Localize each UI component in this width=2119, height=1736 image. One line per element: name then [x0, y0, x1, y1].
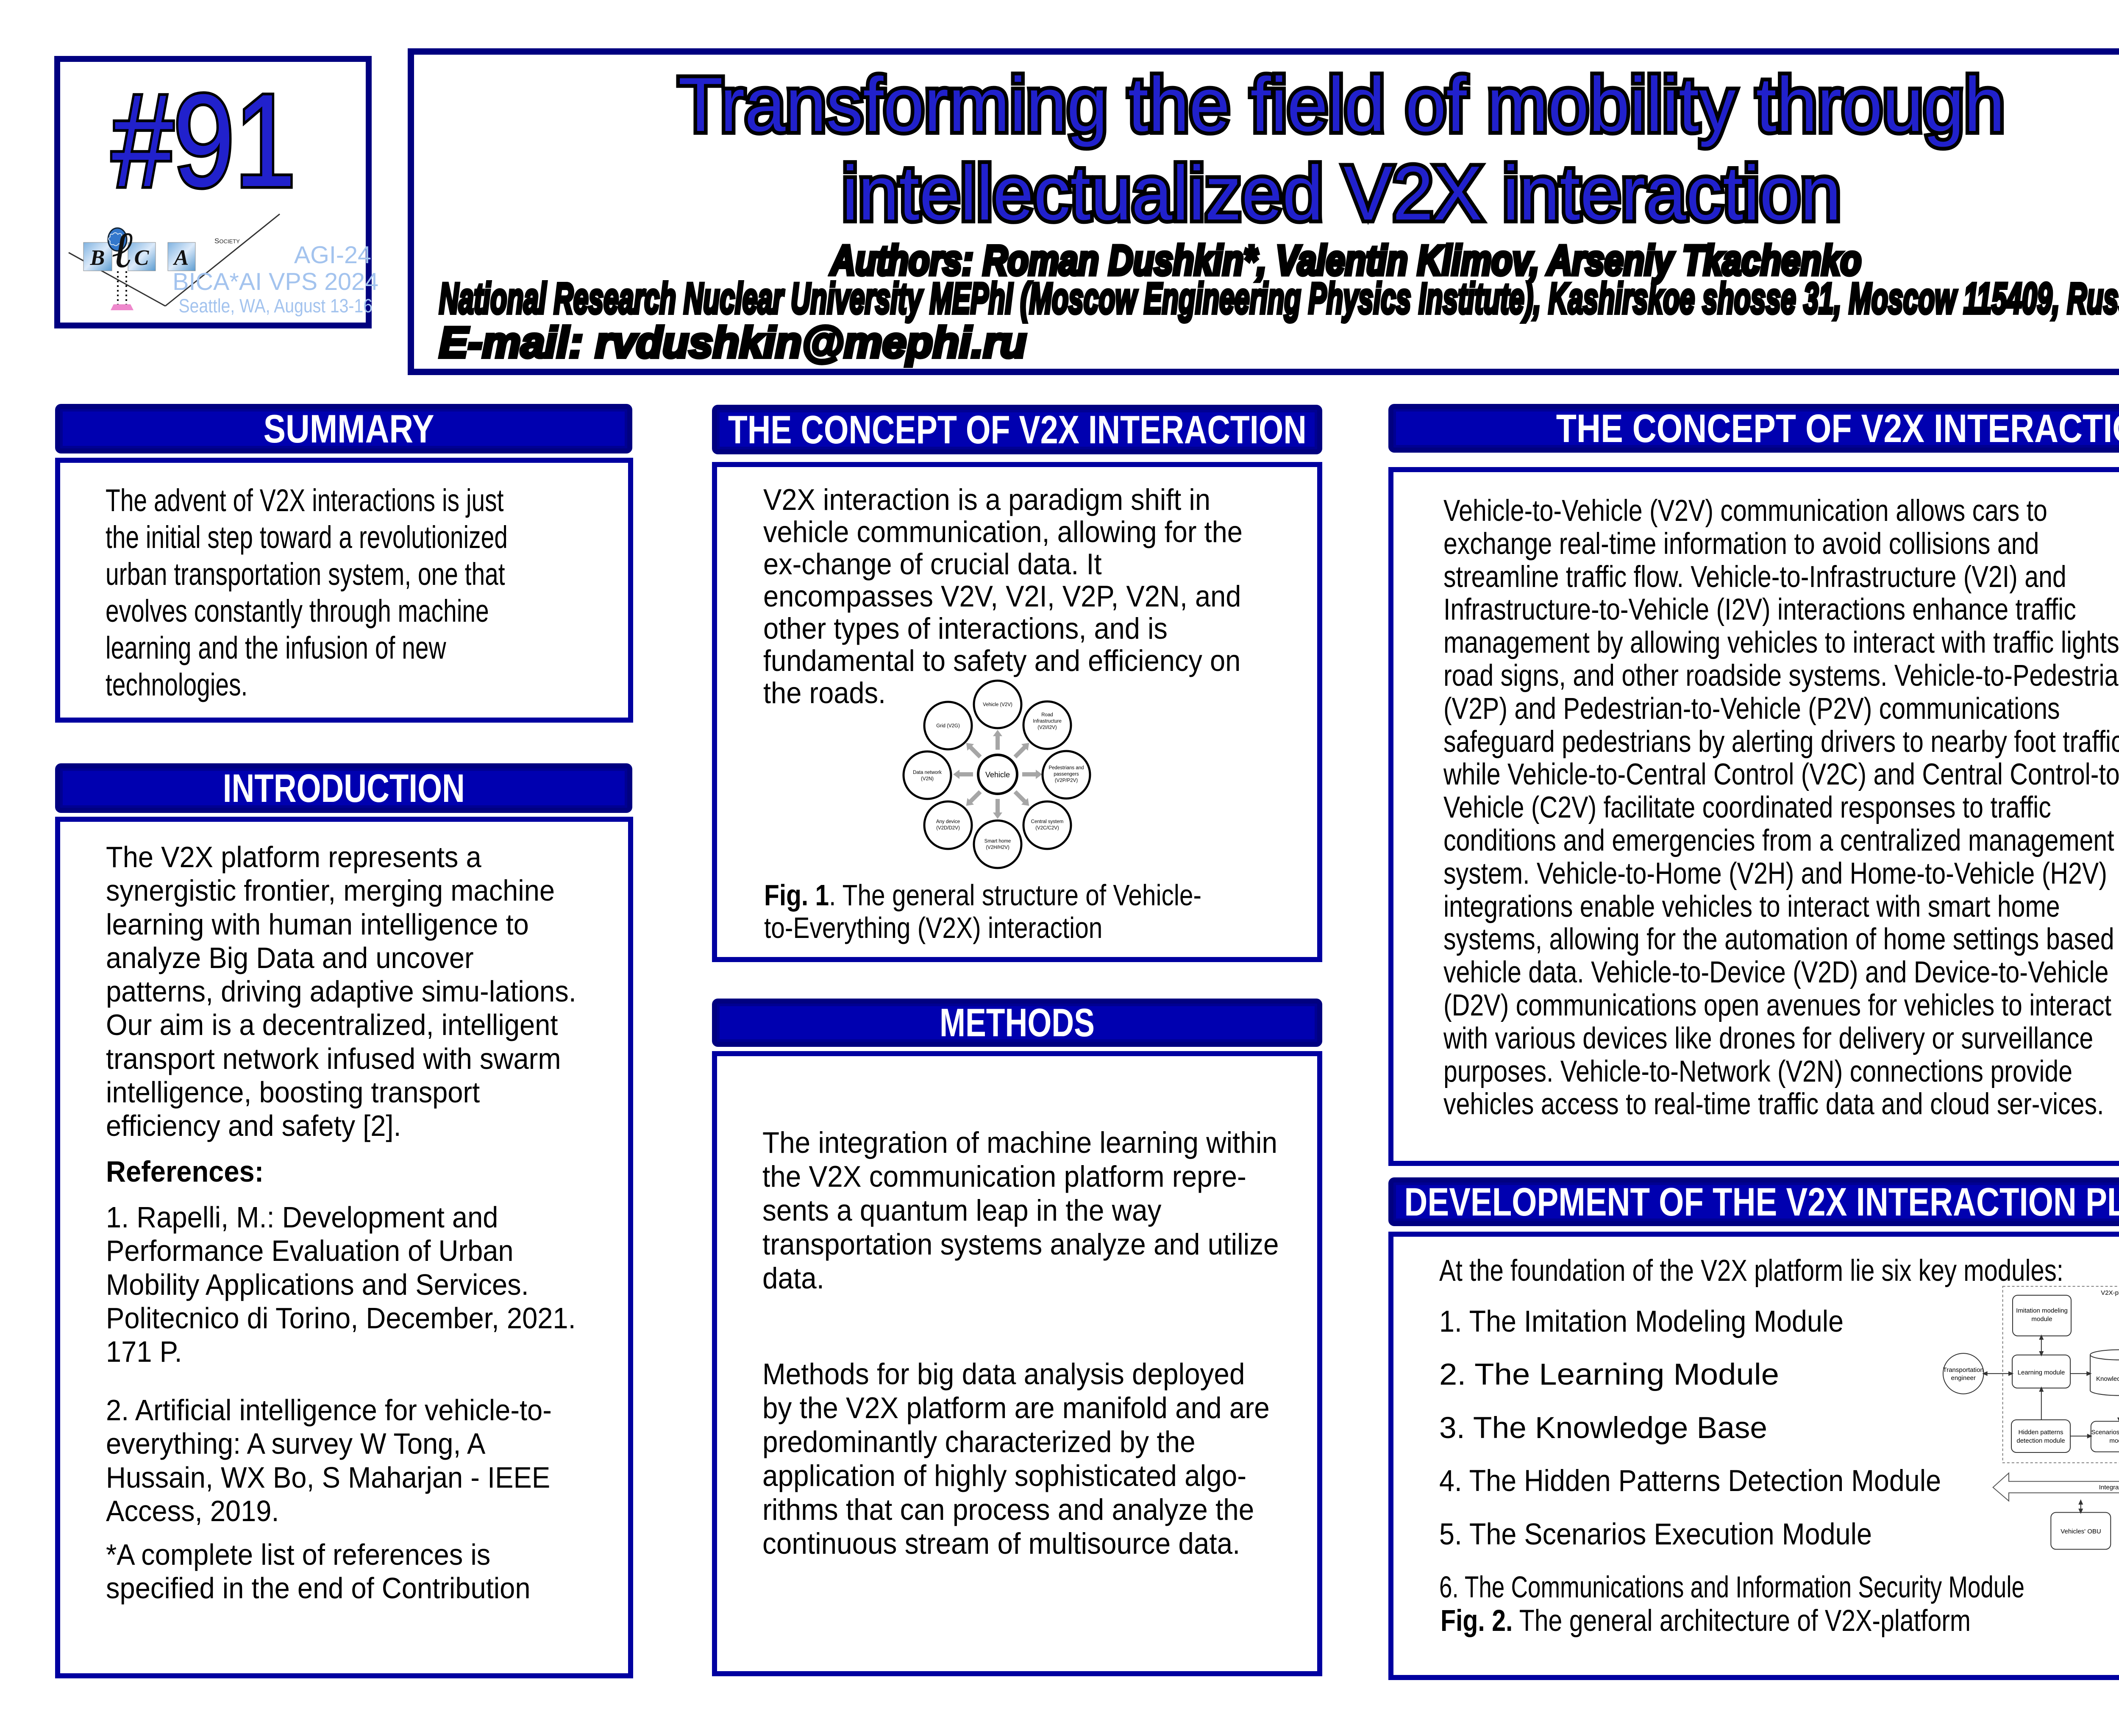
svg-text:Integration data bus: Integration data bus	[2099, 1484, 2119, 1491]
svg-text:Data network: Data network	[913, 770, 942, 775]
svg-text:(V2P/P2V): (V2P/P2V)	[1055, 778, 1078, 783]
svg-text:detection module: detection module	[2016, 1437, 2065, 1444]
svg-text:(V2N): (V2N)	[921, 776, 934, 782]
svg-text:Imitation modeling: Imitation modeling	[2016, 1307, 2068, 1314]
svg-text:SOCIETY: SOCIETY	[214, 237, 240, 245]
svg-text:passengers: passengers	[1054, 772, 1079, 777]
svg-text:(V2I/I2V): (V2I/I2V)	[1037, 725, 1057, 730]
svg-text:Grid (V2G): Grid (V2G)	[936, 723, 960, 729]
svg-text:(V2D/D2V): (V2D/D2V)	[936, 826, 960, 831]
svg-text:Learning module: Learning module	[2018, 1369, 2065, 1376]
svg-text:Hidden patterns: Hidden patterns	[2019, 1429, 2063, 1436]
svg-text:Infrastructure: Infrastructure	[1033, 719, 1062, 724]
svg-text:Scenarios execution: Scenarios execution	[2091, 1429, 2119, 1436]
svg-text:Smart home: Smart home	[984, 839, 1011, 844]
svg-text:module: module	[2109, 1437, 2119, 1444]
svg-text:Pedestrians and: Pedestrians and	[1048, 765, 1084, 771]
svg-text:B: B	[90, 246, 105, 270]
svg-text:Vehicle: Vehicle	[985, 771, 1010, 779]
svg-text:Central system: Central system	[1031, 819, 1064, 824]
svg-text:A: A	[173, 246, 189, 270]
svg-text:engineer: engineer	[1951, 1374, 1976, 1382]
svg-text:C: C	[134, 246, 150, 270]
svg-text:Road: Road	[1041, 712, 1053, 718]
svg-text:Knowledge base: Knowledge base	[2096, 1375, 2119, 1383]
svg-text:ℓ: ℓ	[111, 222, 133, 278]
svg-text:V2X-platform: V2X-platform	[2101, 1289, 2119, 1296]
svg-text:module: module	[2031, 1316, 2052, 1323]
svg-text:Any device: Any device	[936, 819, 960, 824]
svg-text:Vehicle (V2V): Vehicle (V2V)	[983, 702, 1012, 707]
svg-text:(V2C/C2V): (V2C/C2V)	[1035, 826, 1059, 831]
svg-text:Vehicles' OBU: Vehicles' OBU	[2061, 1528, 2101, 1535]
svg-text:Transportation: Transportation	[1943, 1366, 1984, 1374]
svg-text:(V2H/H2V): (V2H/H2V)	[986, 845, 1009, 850]
